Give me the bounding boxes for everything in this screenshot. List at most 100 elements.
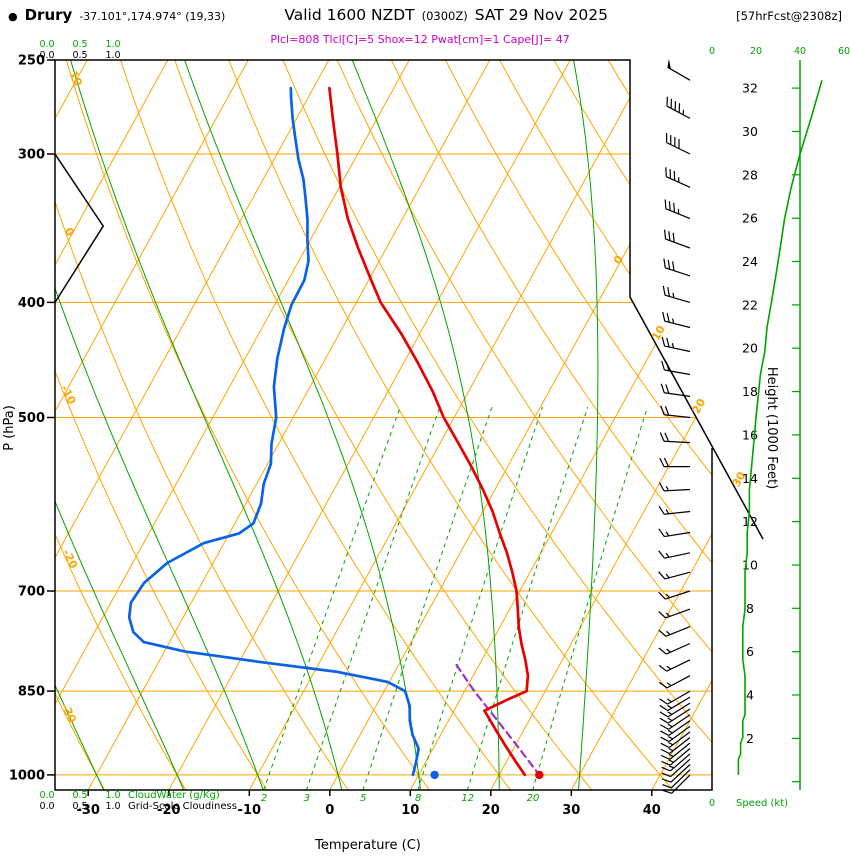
isotherm-line bbox=[55, 60, 410, 790]
forecast-tag: [57hrFcst@2308z] bbox=[736, 9, 842, 23]
mixing-ratio-line bbox=[417, 406, 543, 790]
wind-barb bbox=[664, 199, 691, 220]
height-tick-label: 12 bbox=[742, 514, 758, 529]
dry-adiabat-line bbox=[120, 60, 512, 790]
mixing-ratio-line bbox=[362, 406, 493, 790]
wind-barb bbox=[660, 725, 691, 743]
cloudiness-profile-line bbox=[55, 153, 105, 303]
wind-barb bbox=[666, 96, 691, 119]
dry-adiabat-line bbox=[55, 60, 106, 790]
station-bullet-icon: ● bbox=[8, 10, 18, 23]
height-tick-label: 32 bbox=[742, 81, 758, 96]
height-tick-label: 4 bbox=[746, 688, 754, 703]
wind-barb bbox=[667, 58, 691, 81]
curves-layer bbox=[55, 86, 541, 777]
wind-barb bbox=[658, 482, 691, 492]
temperature-tick-label: 30 bbox=[562, 803, 580, 818]
wind-barb bbox=[662, 774, 691, 794]
generated-layer: 2 3 5 8 12 200102030100-10-20-302503004005007… bbox=[9, 39, 850, 818]
isotherm-line bbox=[55, 60, 330, 790]
isotherm-label: 10 bbox=[649, 323, 668, 343]
temperature-curve bbox=[328, 86, 530, 777]
height-tick-label: 30 bbox=[742, 124, 758, 139]
cloud-scale-label: 1.0 bbox=[105, 39, 120, 50]
dry-adiabat-line bbox=[65, 60, 430, 790]
valid-date: SAT 29 Nov 2025 bbox=[474, 6, 608, 24]
dry-adiabat-line bbox=[174, 60, 593, 790]
valid-zulu: (0300Z) bbox=[421, 9, 468, 23]
cloud-scale-label: 0.5 bbox=[72, 790, 87, 801]
temperature-tick-label: 0 bbox=[325, 803, 334, 818]
pressure-tick-label: 250 bbox=[18, 54, 45, 69]
pressure-tick-label: 1000 bbox=[9, 768, 45, 783]
height-tick-label: 2 bbox=[746, 731, 754, 746]
cloud-scale-label: 1.0 bbox=[105, 790, 120, 801]
surface-dewpoint-marker bbox=[430, 770, 439, 780]
dry-adiabat-line bbox=[336, 60, 712, 790]
mixing-ratio-line bbox=[466, 406, 589, 790]
moist-adiabat-line bbox=[55, 60, 185, 790]
height-tick-label: 20 bbox=[742, 341, 758, 356]
dry-adiabat-line bbox=[445, 60, 712, 790]
mixing-ratio-line bbox=[305, 406, 441, 790]
station-name: Drury bbox=[24, 6, 73, 24]
height-tick-label: 22 bbox=[742, 297, 758, 312]
mixing-ratio-label: 20 bbox=[527, 793, 540, 804]
isotherm-line bbox=[409, 60, 712, 790]
wind-barb bbox=[662, 285, 691, 303]
wind-barb bbox=[660, 383, 691, 397]
wind-barb bbox=[659, 432, 691, 444]
isotherm-line bbox=[248, 60, 652, 790]
temperature-tick-label: -20 bbox=[157, 803, 181, 818]
isotherm-line bbox=[55, 60, 249, 790]
wind-barb bbox=[660, 720, 691, 737]
height-tick-label: 26 bbox=[742, 211, 758, 226]
wind-barb bbox=[658, 590, 691, 600]
isotherm-line bbox=[570, 60, 712, 790]
wind-barb bbox=[662, 311, 691, 329]
temperature-tick-label: 20 bbox=[482, 803, 500, 818]
wind-barb bbox=[661, 764, 691, 783]
wind-barb bbox=[659, 690, 691, 705]
speed-profile-line bbox=[737, 79, 823, 775]
pressure-tick-label: 300 bbox=[18, 148, 45, 163]
wind-barb bbox=[658, 571, 691, 580]
cloud-scale-label: 1.0 bbox=[105, 50, 120, 61]
mixing-ratio-label: 8 bbox=[415, 793, 421, 804]
temperature-tick-label: 10 bbox=[401, 803, 419, 818]
wind-barb bbox=[661, 360, 691, 376]
wind-barb bbox=[658, 608, 691, 619]
dry-adiabat-label: -10 bbox=[58, 383, 79, 407]
wind-barb bbox=[658, 626, 691, 637]
plot-border bbox=[54, 59, 764, 791]
title-bar: ● Drury -37.101°,174.974° (19,33) Valid … bbox=[8, 6, 842, 24]
wind-barb bbox=[663, 229, 691, 249]
wind-barb bbox=[660, 405, 691, 419]
dry-adiabat-line bbox=[553, 60, 712, 790]
dewpoint-curve bbox=[127, 86, 420, 777]
wind-barb bbox=[661, 753, 691, 772]
dry-adiabat-line bbox=[55, 60, 187, 790]
speed-scale-label: 0 bbox=[709, 798, 715, 809]
isotherm-line bbox=[490, 60, 712, 790]
dry-adiabat-line bbox=[607, 60, 712, 790]
cloud-scale-label: 0.0 bbox=[39, 790, 54, 801]
dry-adiabat-label: 10 bbox=[66, 69, 85, 89]
cloudiness-title: Grid-Scale Cloudiness bbox=[128, 801, 237, 812]
cloud-scale-label: 0.5 bbox=[72, 801, 87, 812]
pressure-axis-title: P (hPa) bbox=[2, 405, 17, 451]
height-axis-title: Height (1000 Feet) bbox=[764, 367, 779, 489]
mixing-ratio-line bbox=[532, 406, 648, 790]
moist-adiabat-line bbox=[70, 60, 343, 790]
moist-adiabat-line bbox=[55, 60, 105, 790]
pressure-tick-label: 850 bbox=[18, 685, 45, 700]
speed-scale-label: 20 bbox=[750, 46, 762, 57]
surface-temp-marker bbox=[535, 770, 544, 780]
isotherm-line bbox=[168, 60, 571, 790]
wind-barb bbox=[659, 714, 691, 730]
wind-barb bbox=[658, 659, 691, 672]
mixing-ratio-label: 12 bbox=[461, 793, 474, 804]
moist-adiabat-line bbox=[351, 60, 500, 790]
height-tick-label: 8 bbox=[746, 601, 754, 616]
